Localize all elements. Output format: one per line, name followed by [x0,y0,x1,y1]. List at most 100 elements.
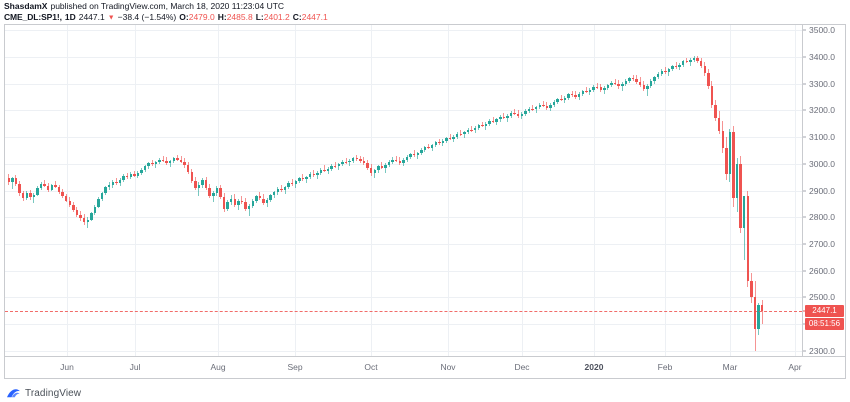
candle-body [549,105,552,108]
candle-wick [345,157,347,164]
horizontal-gridline [5,297,802,299]
candle-body [32,194,36,198]
candle-wick [334,161,336,169]
candle-body [373,170,376,174]
candle-wick [449,134,451,141]
candle-body [176,158,179,160]
candle-body [746,195,750,282]
candle-body [545,105,549,108]
candle-body [473,128,477,131]
time-axis-label: Feb [657,362,673,372]
chart-container[interactable]: 3500.0 3400.0 3300.0 3200.0 3100.0 3000.0 2900… [4,24,846,379]
candle-body [25,192,28,198]
candle-body [97,199,100,207]
candle-wick [395,155,397,163]
candle-body [280,188,283,190]
candle-body [247,205,251,210]
candle-body [656,73,660,78]
candle-body [129,174,132,178]
time-axis-label: Nov [440,362,456,372]
candle-body [538,104,541,108]
candle-body [610,83,613,86]
price-axis-label: 2300.0 [809,345,835,356]
candle-body [291,183,294,185]
candle-body [513,113,516,115]
current-price-line [5,311,802,313]
candle-body [366,163,369,168]
candle-body [416,153,419,156]
candle-body [639,81,642,86]
candle-body [689,59,692,62]
candle-body [506,115,509,118]
price-axis-label: 3300.0 [809,78,835,89]
candle-wick [646,83,648,96]
current-price-badge[interactable]: 2447.1 [805,305,844,318]
candle-body [179,159,183,162]
tradingview-logo-icon [6,388,21,399]
price-tick-mark [803,350,806,352]
candle-wick [248,203,250,216]
low-value: 2401.2 [263,12,290,22]
candle-body [273,192,276,196]
candle-body [409,154,412,157]
candle-body [488,121,491,124]
candle-body [581,91,585,94]
candlestick-plot-area[interactable] [5,25,802,356]
candle-body [599,87,602,91]
candle-wick [155,160,157,169]
candle-wick [532,105,534,111]
candle-body [212,192,215,196]
symbol-label: CME_DL:SP1!, [4,12,62,22]
vertical-gridline [448,25,449,356]
candle-body [563,97,567,100]
candle-body [470,129,473,131]
candle-body [678,64,681,68]
bar-countdown-badge[interactable]: 08:51:56 [805,318,844,331]
time-axis[interactable]: Jun Jul Aug Sep Oct Nov Dec 2020 Feb Mar Apr [5,356,845,378]
candle-body [692,58,696,60]
candle-body [330,165,333,169]
candle-wick [686,57,688,64]
candle-body [319,169,323,173]
candle-body [384,164,387,168]
candle-body [75,210,79,216]
candle-body [133,174,136,176]
price-tick-mark [803,243,806,245]
time-axis-label: Sep [287,362,303,372]
candle-body [732,131,735,199]
chart-header: ShasdamX published on TradingView.com, Ma… [4,1,844,23]
candle-body [208,188,211,196]
candle-body [484,123,488,126]
published-text: published on TradingView.com, March 18, … [50,1,285,11]
candle-wick [241,195,243,205]
candle-body [721,131,724,148]
candle-wick [664,67,666,74]
candle-body [707,73,710,86]
candle-body [226,201,229,210]
time-axis-label: 2020 [584,362,604,372]
candle-wick [413,150,415,157]
price-axis[interactable]: 3500.0 3400.0 3300.0 3200.0 3100.0 3000.0 2900… [802,25,845,356]
candle-wick [481,121,483,128]
candle-wick [521,112,523,120]
candle-body [585,91,588,93]
vertical-gridline [371,25,372,356]
candle-body [183,161,186,166]
candle-wick [162,156,164,163]
candle-body [427,147,430,149]
candle-body [50,185,54,190]
candle-wick [585,87,587,94]
candle-body [197,184,201,188]
candle-body [739,163,742,228]
candle-body [520,113,524,116]
candle-body [21,193,25,198]
candle-body [316,172,319,175]
candle-body [161,160,165,162]
low-key: L: [255,12,264,22]
candle-body [649,81,653,86]
candle-wick [11,176,13,190]
candle-body [287,183,290,187]
candle-body [36,187,39,195]
candle-body [118,180,122,183]
price-tick-mark [803,136,806,138]
